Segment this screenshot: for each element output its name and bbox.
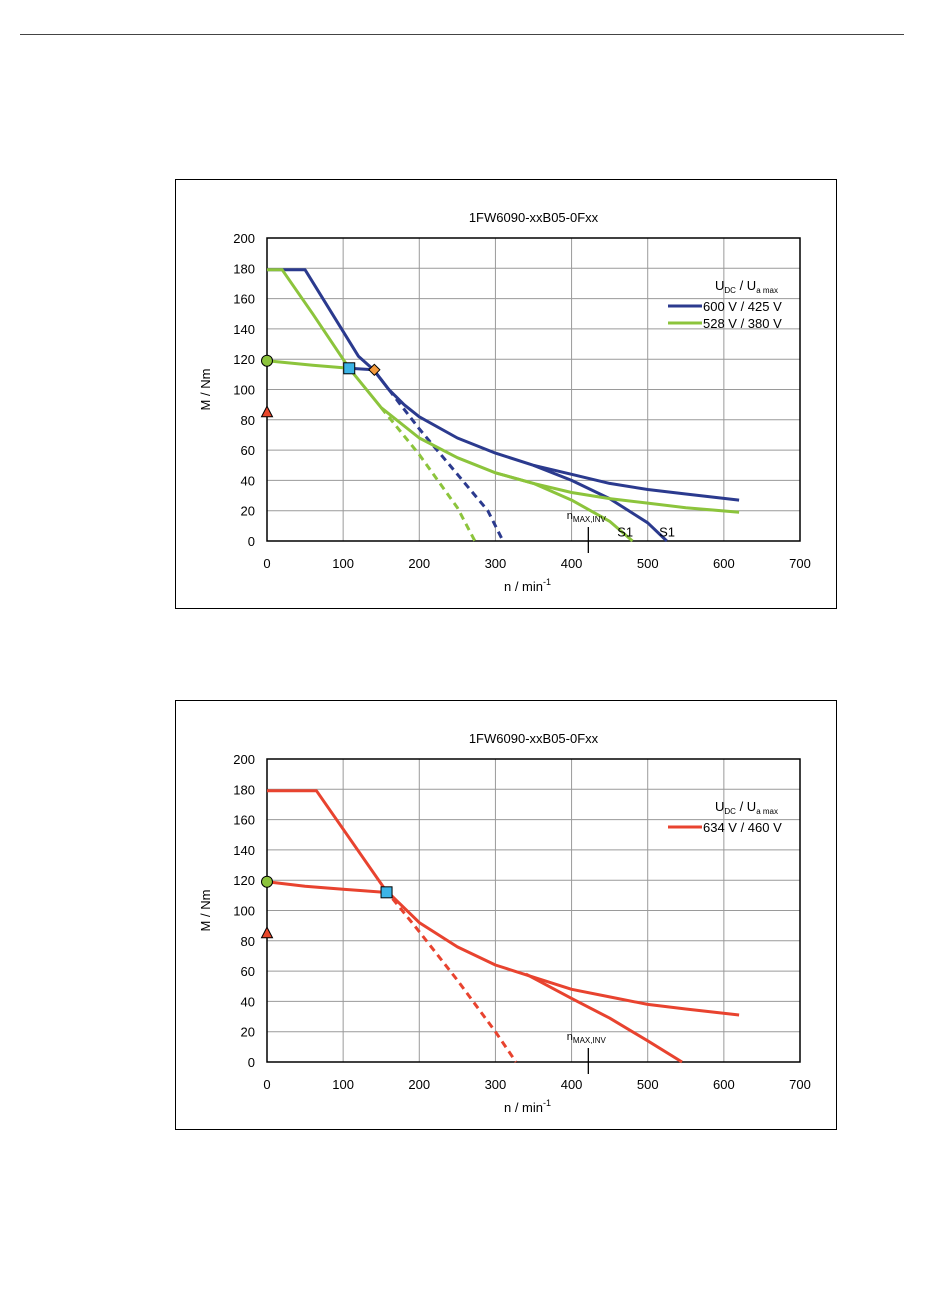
- chart1-x-tick-label-1: 100: [332, 556, 354, 571]
- chart2-x-tick-label-5: 500: [637, 1077, 659, 1092]
- chart2-marker-square-2: [380, 886, 393, 899]
- chart2-x-tick-label-1: 100: [332, 1077, 354, 1092]
- chart2-y-tick-label-9: 180: [233, 782, 255, 797]
- chart2-nmax-label: nMAX,INV: [567, 1031, 607, 1045]
- chart1-series-1-curve-2: [380, 406, 477, 542]
- chart2-y-tick-label-4: 80: [241, 934, 255, 949]
- torque-speed-chart-2: 0 100 200 300 400 500 600 700 0 20 40 60 80 100 120 140…: [175, 700, 837, 1130]
- chart-2-svg: 0 100 200 300 400 500 600 700 0 20 40 60 80 100 120 140…: [198, 731, 811, 1115]
- chart1-series-1-curve-3: [266, 359, 350, 370]
- chart2-y-tick-label-5: 100: [233, 904, 255, 919]
- chart1-y-tick-label-0: 0: [248, 534, 255, 549]
- chart2-y-tick-label-8: 160: [233, 813, 255, 828]
- chart2-marker-circle-0: [261, 875, 273, 888]
- chart1-annotation-2: S1: [659, 524, 675, 539]
- chart2-series-0-curve-1: [525, 972, 683, 1064]
- chart1-marker-square-2: [343, 362, 356, 375]
- chart2-plot-area: [266, 758, 801, 1063]
- chart1-y-tick-label-6: 120: [233, 352, 255, 367]
- chart1-plot-area: [266, 237, 801, 542]
- chart1-title: 1FW6090-xxB05-0Fxx: [469, 210, 599, 225]
- chart1-y-tick-label-7: 140: [233, 322, 255, 337]
- chart1-y-tick-label-9: 180: [233, 261, 255, 276]
- chart2-y-tick-label-7: 140: [233, 843, 255, 858]
- chart2-grid: [267, 759, 800, 1062]
- chart2-series-0-curve-2: [383, 888, 518, 1063]
- chart2-y-tick-label-10: 200: [233, 752, 255, 767]
- chart1-marker-circle-0: [261, 354, 273, 367]
- chart2-y-tick-label-2: 40: [241, 994, 255, 1009]
- top-rule: [20, 34, 904, 35]
- chart1-nmax-label: nMAX,INV: [567, 510, 607, 524]
- chart2-y-tick-label-1: 20: [241, 1025, 255, 1040]
- chart1-legend-label-1: 528 V / 380 V: [703, 316, 782, 331]
- chart1-x-tick-label-6: 600: [713, 556, 735, 571]
- chart1-y-axis-label: M / Nm: [198, 369, 213, 411]
- chart2-legend-header: UDC / Ua max: [715, 799, 778, 816]
- chart1-legend-label-0: 600 V / 425 V: [703, 299, 782, 314]
- chart1-y-tick-label-3: 60: [241, 443, 255, 458]
- chart1-series-1-curve-0: [267, 268, 740, 514]
- chart1-y-tick-label-5: 100: [233, 383, 255, 398]
- chart1-y-tick-label-8: 160: [233, 292, 255, 307]
- chart2-series-0-curve-0: [267, 789, 740, 1017]
- chart2-y-tick-label-0: 0: [248, 1055, 255, 1070]
- chart1-series-0-curve-2: [387, 388, 505, 542]
- chart2-x-axis-label: n / min-1: [504, 1098, 551, 1115]
- chart2-x-tick-label-0: 0: [263, 1077, 270, 1092]
- torque-speed-chart-1: 0 100 200 300 400 500 600 700 0 20 40 60 80 100 120 140…: [175, 179, 837, 609]
- chart1-x-tick-label-5: 500: [637, 556, 659, 571]
- chart1-x-tick-label-3: 300: [485, 556, 507, 571]
- chart1-grid: [267, 238, 800, 541]
- chart1-y-tick-label-1: 20: [241, 504, 255, 519]
- chart2-x-tick-label-3: 300: [485, 1077, 507, 1092]
- chart1-marker-triangle-1: [260, 405, 274, 418]
- chart1-x-axis-label: n / min-1: [504, 577, 551, 594]
- chart1-x-tick-label-4: 400: [561, 556, 583, 571]
- chart1-series-1-curve-1: [494, 471, 634, 543]
- chart2-series-0-curve-3: [266, 880, 386, 894]
- chart1-y-tick-label-4: 80: [241, 413, 255, 428]
- chart2-x-tick-label-2: 200: [408, 1077, 430, 1092]
- chart2-title: 1FW6090-xxB05-0Fxx: [469, 731, 599, 746]
- chart1-x-tick-label-2: 200: [408, 556, 430, 571]
- chart1-marker-diamond-3: [368, 363, 381, 377]
- chart1-annotation-1: S1: [617, 524, 633, 539]
- chart1-y-tick-label-10: 200: [233, 231, 255, 246]
- chart2-x-tick-label-4: 400: [561, 1077, 583, 1092]
- chart2-marker-triangle-1: [260, 926, 274, 939]
- chart2-x-tick-label-7: 700: [789, 1077, 811, 1092]
- chart1-x-tick-label-0: 0: [263, 556, 270, 571]
- chart1-legend-header: UDC / Ua max: [715, 278, 778, 295]
- chart2-y-tick-label-6: 120: [233, 873, 255, 888]
- chart-1-svg: 0 100 200 300 400 500 600 700 0 20 40 60 80 100 120 140…: [198, 210, 811, 594]
- chart2-y-axis-label: M / Nm: [198, 890, 213, 932]
- chart2-legend-label-0: 634 V / 460 V: [703, 820, 782, 835]
- chart1-series-0-curve-0: [267, 268, 740, 502]
- chart2-x-tick-label-6: 600: [713, 1077, 735, 1092]
- chart1-y-tick-label-2: 40: [241, 473, 255, 488]
- chart2-y-tick-label-3: 60: [241, 964, 255, 979]
- chart1-x-tick-label-7: 700: [789, 556, 811, 571]
